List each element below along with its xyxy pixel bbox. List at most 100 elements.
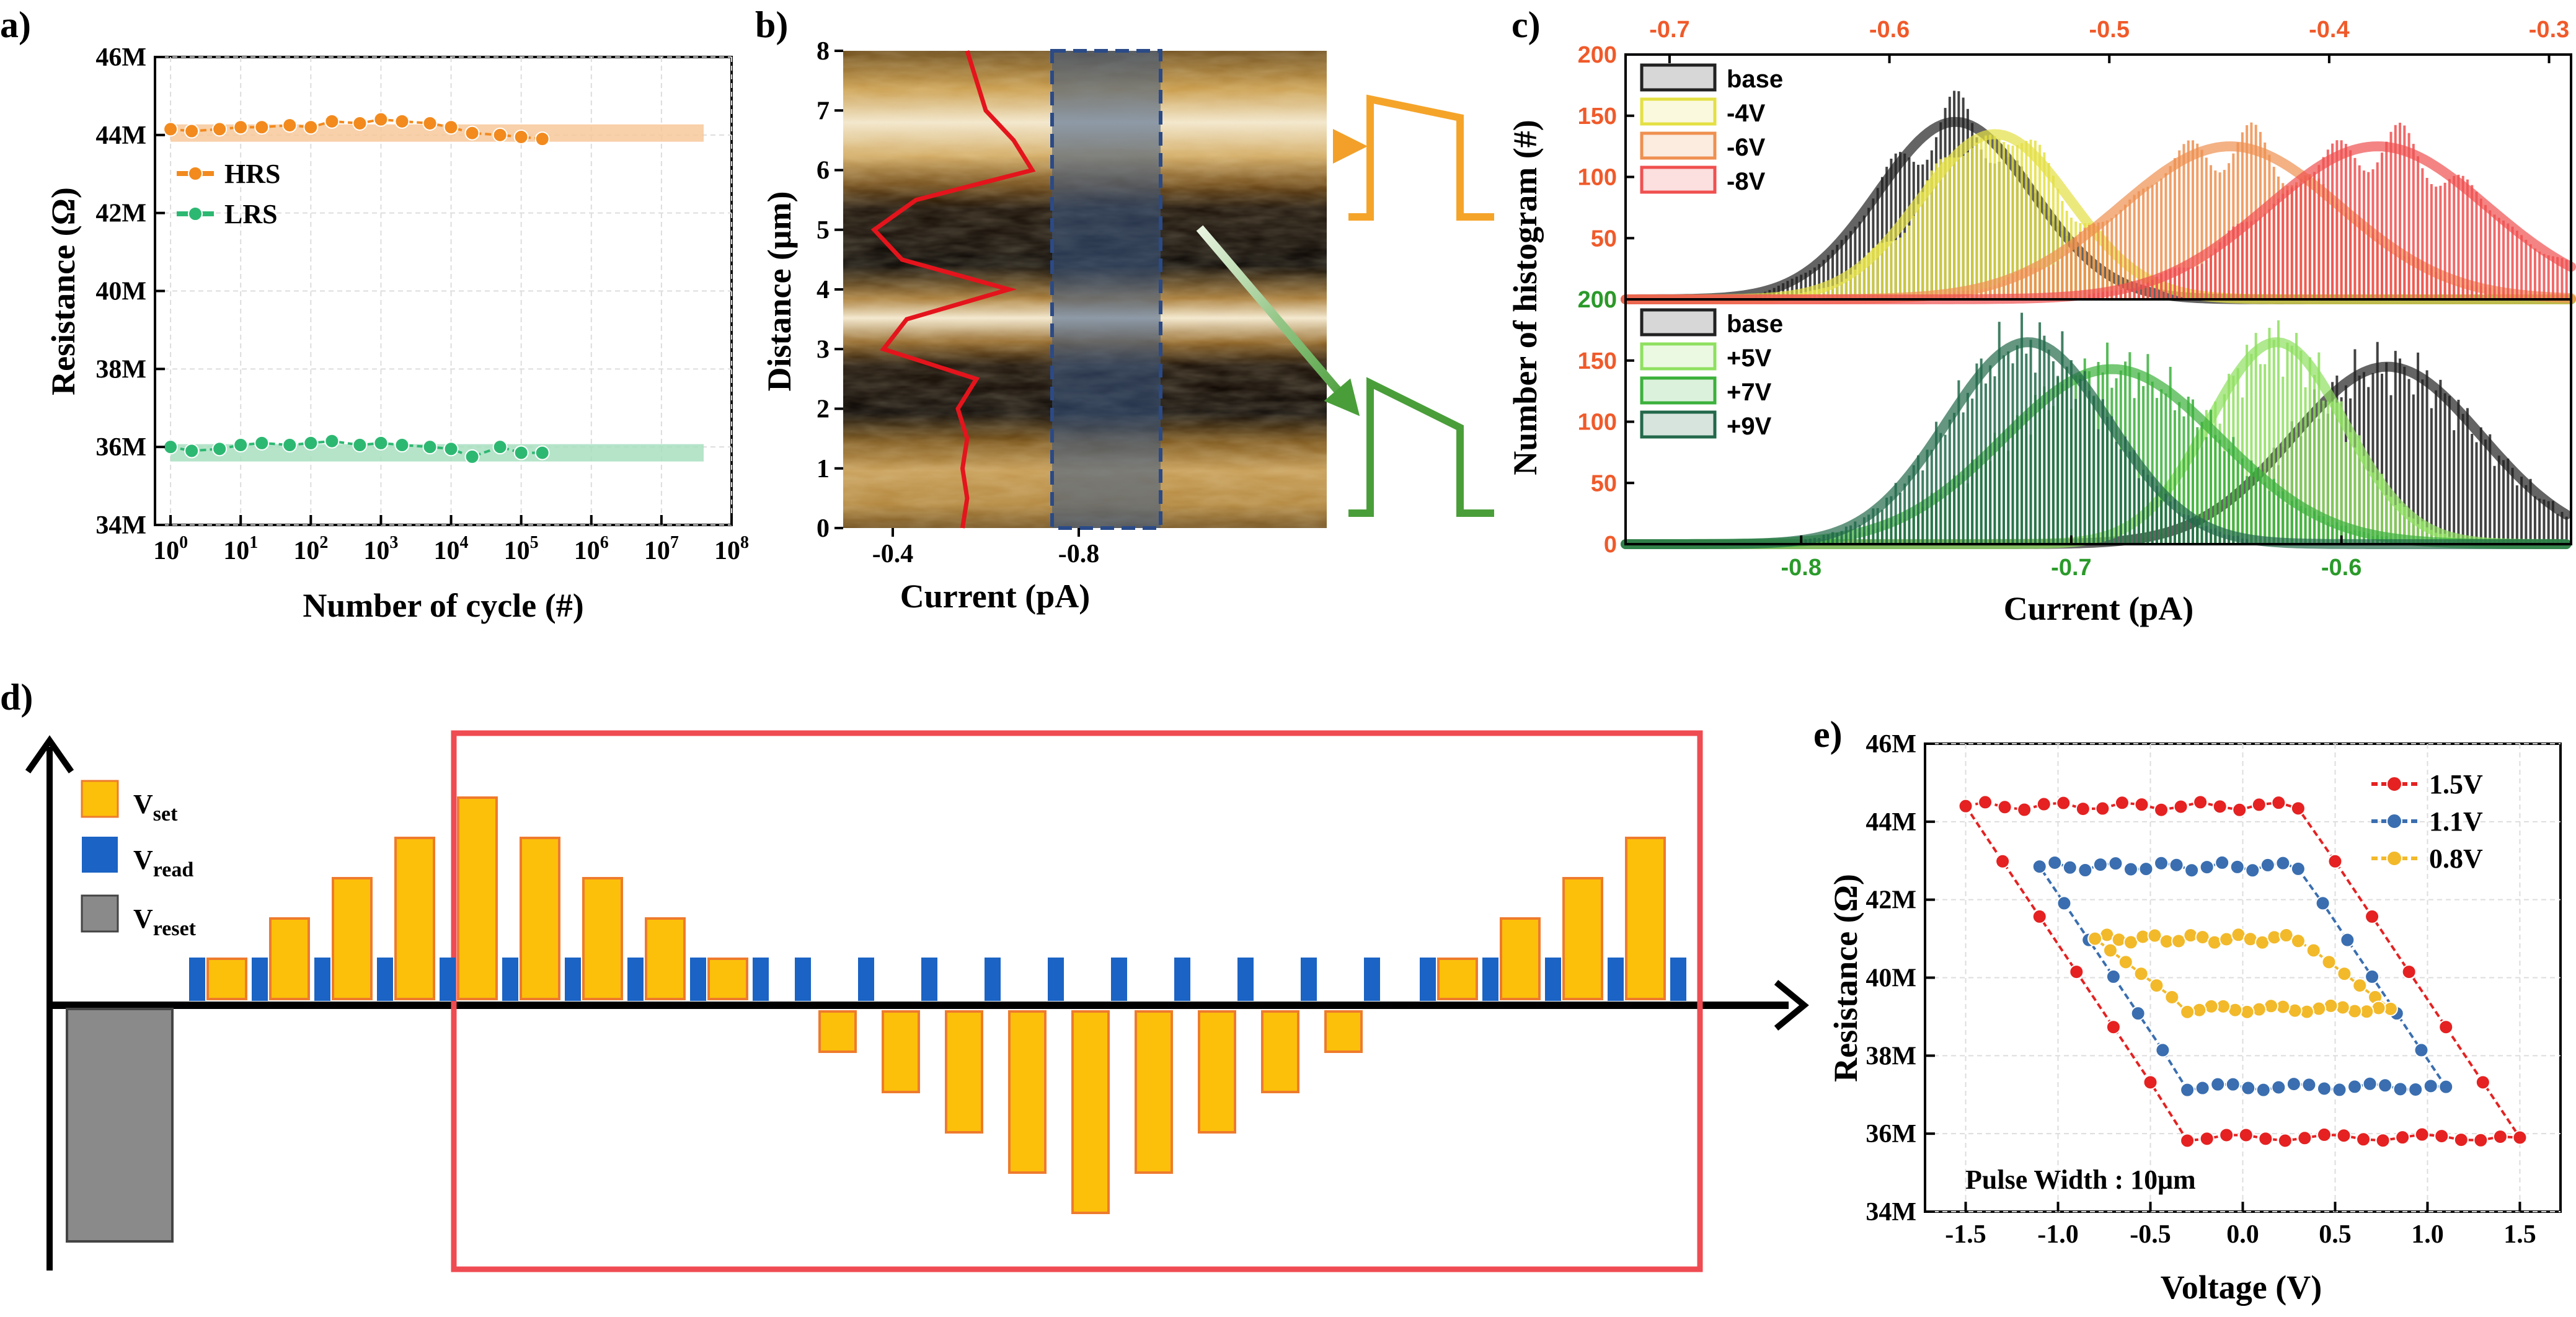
point-1.5V — [2238, 1127, 2254, 1143]
tick-label-y: 50 — [1591, 470, 1617, 496]
point-hrs — [282, 118, 298, 133]
panel-b-xlabel: Current (pA) — [900, 578, 1090, 615]
tick-label-y: 2 — [817, 395, 830, 424]
point-1.1V — [2180, 1082, 2195, 1098]
tick-label-y-shared: 200 — [1578, 287, 1617, 313]
read-pulse — [1545, 958, 1561, 1001]
read-pulse — [627, 958, 644, 1001]
set-pulse — [582, 877, 623, 1000]
set-pulse-icon — [1348, 94, 1494, 221]
point-lrs — [184, 443, 200, 459]
panel-a-ticks: 100 101 102 103 104 105 106 107 108 34M 36M 38M 40M 4… — [95, 43, 749, 565]
set-pulse — [707, 958, 748, 1000]
point-1.5V — [2212, 799, 2228, 814]
tick-label-x: -1.0 — [2037, 1220, 2079, 1249]
read-pulse — [985, 958, 1001, 1001]
point-1.5V — [2414, 1127, 2430, 1142]
point-1.1V — [2130, 1006, 2146, 1021]
current-profile-line — [870, 50, 1036, 529]
read-pulse — [1174, 958, 1190, 1001]
point-1.5V — [2199, 1131, 2215, 1147]
read-pulse — [1048, 958, 1064, 1001]
point-lrs — [394, 438, 410, 453]
tick-label-x: 104 — [434, 533, 469, 565]
panel-a-legend: HRS LRS — [177, 159, 280, 229]
tick-label-y: 0 — [1604, 532, 1617, 558]
point-1.1V — [2365, 969, 2380, 984]
set-pulse — [1437, 958, 1478, 1000]
pulse-y-axis-arrowhead — [25, 735, 74, 773]
point-1.5V — [2473, 1132, 2489, 1148]
point-0.8V — [2171, 933, 2187, 949]
point-hrs — [443, 120, 459, 135]
tick-label-y: 36M — [95, 433, 146, 462]
highlight-region — [451, 730, 1703, 1272]
point-lrs — [464, 449, 480, 464]
point-hrs — [212, 121, 228, 137]
point-hrs — [513, 129, 529, 144]
set-pulse — [1625, 837, 1666, 1000]
point-1.1V — [2199, 860, 2215, 875]
point-1.5V — [2356, 1132, 2371, 1147]
negative-pulse — [945, 1010, 983, 1134]
point-0.8V — [2352, 978, 2368, 993]
tick-label-y: 100 — [1578, 165, 1617, 191]
legend-label-+9v: +9V — [1727, 413, 1772, 440]
tick-label-x: -0.4 — [872, 540, 914, 568]
legend-swatch-+9v — [1640, 410, 1717, 439]
tick-label-top: -0.6 — [1869, 17, 1910, 43]
point-hrs — [303, 120, 319, 135]
point-1.1V — [2078, 863, 2093, 878]
set-pulse — [1500, 917, 1541, 1000]
negative-pulse — [1324, 1010, 1363, 1053]
point-hrs — [233, 120, 249, 135]
legend-marker-1.5V — [2386, 776, 2402, 792]
point-1.1V — [2210, 1077, 2226, 1092]
read-pulse — [565, 958, 581, 1001]
read-pulse — [1237, 958, 1254, 1001]
point-1.1V — [2225, 1077, 2241, 1092]
tick-label-bottom: -0.7 — [2051, 555, 2091, 581]
tick-label-x: 101 — [223, 533, 258, 565]
point-1.5V — [1997, 799, 2012, 815]
point-0.8V — [2267, 930, 2282, 945]
read-pulse — [377, 958, 393, 1001]
panel-a-cycle-chart: a) 100 101 102 103 104 105 106 107 108 34M 36M 38M 4… — [0, 4, 749, 624]
legend-swatch--6v — [1640, 131, 1717, 160]
point-1.1V — [2408, 1081, 2423, 1097]
point-1.5V — [2219, 1127, 2234, 1143]
legend-swatch-+5v — [1640, 342, 1717, 371]
legend-marker-0.8V — [2386, 850, 2402, 866]
set-pulse — [394, 837, 435, 1000]
point-1.1V — [2362, 1076, 2378, 1091]
read-pulse — [1301, 958, 1317, 1001]
legend-label-1.5V: 1.5V — [2429, 769, 2483, 799]
tick-label-y: 1 — [817, 455, 830, 483]
tick-label-x: 107 — [644, 533, 679, 565]
point-0.8V — [2251, 1002, 2267, 1017]
panel-b-ticks: 0 1 2 3 4 5 6 7 8 -0.4 -0.8 — [817, 37, 1099, 568]
point-0.8V — [2290, 933, 2306, 949]
negative-pulse — [1135, 1010, 1173, 1174]
read-pulse — [1482, 958, 1498, 1001]
tick-label-x: -1.5 — [1945, 1220, 1986, 1249]
set-pulse — [645, 917, 686, 1000]
point-1.5V — [2401, 964, 2417, 980]
point-hrs — [254, 120, 270, 135]
tick-label-x: 102 — [293, 533, 328, 565]
point-0.8V — [2278, 928, 2294, 943]
point-lrs — [163, 439, 179, 455]
point-lrs — [324, 433, 340, 449]
panel-b-ylabel: Distance (μm) — [761, 191, 798, 391]
point-1.1V — [2260, 857, 2275, 873]
point-1.5V — [2232, 802, 2247, 817]
tick-label-y: 46M — [95, 43, 146, 72]
point-1.1V — [2414, 1042, 2429, 1058]
panel-c-ylabel: Number of histogram (#) — [1507, 120, 1544, 475]
read-pulse — [502, 958, 518, 1001]
point-1.5V — [2105, 1020, 2121, 1035]
legend-vset: Vset — [133, 789, 178, 826]
point-1.1V — [2271, 1080, 2286, 1095]
